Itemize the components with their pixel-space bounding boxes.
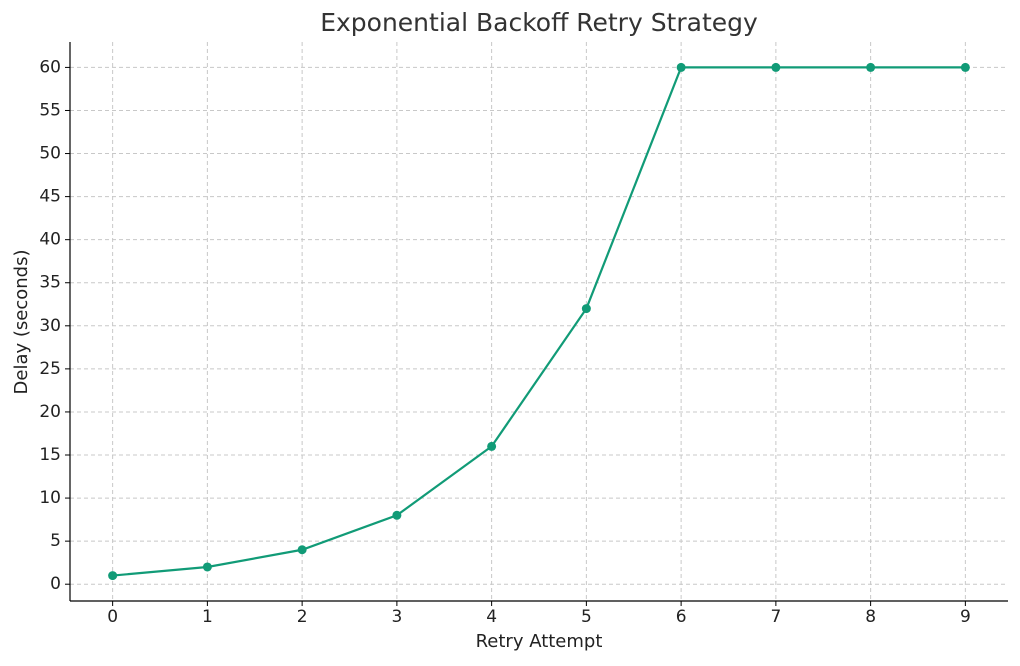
y-tick-label: 40 — [39, 230, 61, 250]
y-tick-label: 35 — [39, 273, 61, 293]
y-tick-label: 60 — [39, 57, 61, 77]
x-tick-label: 4 — [486, 607, 497, 627]
x-tick-label: 3 — [391, 607, 402, 627]
y-tick-label: 45 — [39, 187, 61, 207]
y-tick-label: 25 — [39, 359, 61, 379]
y-tick-label: 50 — [39, 144, 61, 164]
x-tick-label: 7 — [770, 607, 781, 627]
chart-title: Exponential Backoff Retry Strategy — [320, 8, 758, 37]
y-tick-label: 15 — [39, 445, 61, 465]
x-tick-label: 0 — [107, 607, 118, 627]
x-axis-label: Retry Attempt — [476, 631, 603, 652]
point — [581, 304, 591, 314]
y-tick-label: 20 — [39, 402, 61, 422]
y-tick-label: 55 — [39, 100, 61, 120]
x-tick-label: 2 — [297, 607, 308, 627]
point — [108, 571, 118, 581]
x-tick-label: 5 — [581, 607, 592, 627]
y-tick-label: 30 — [39, 316, 61, 336]
point — [297, 545, 307, 555]
point — [392, 510, 402, 520]
point — [960, 62, 970, 72]
point — [866, 62, 876, 72]
point — [771, 62, 781, 72]
y-tick-label: 5 — [50, 531, 61, 551]
x-tick-label: 9 — [960, 607, 971, 627]
point — [676, 62, 686, 72]
y-tick-label: 0 — [50, 574, 61, 594]
x-tick-label: 6 — [676, 607, 687, 627]
x-tick-label: 8 — [865, 607, 876, 627]
point — [487, 441, 497, 451]
x-tick-label: 1 — [202, 607, 213, 627]
point — [202, 562, 212, 572]
y-tick-label: 10 — [39, 488, 61, 508]
y-axis-label: Delay (seconds) — [11, 250, 32, 395]
line — [112, 66, 966, 577]
